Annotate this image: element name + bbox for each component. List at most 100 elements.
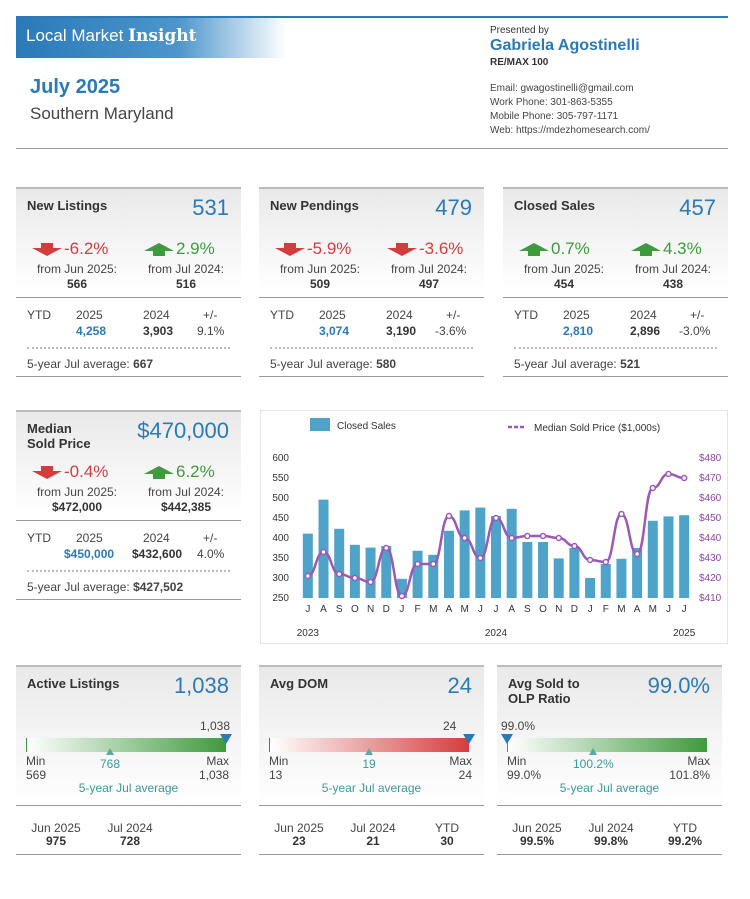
arrow-up-icon — [519, 243, 549, 257]
median-price-point — [492, 514, 500, 522]
footer-value: 21 — [366, 834, 380, 848]
stat-card-title-line2: Sold Price — [27, 436, 91, 451]
gauge-max-label: Max — [449, 754, 472, 768]
report-region: Southern Maryland — [30, 104, 174, 123]
gauge-current-marker — [501, 734, 513, 744]
x-tick-label: J — [305, 604, 310, 615]
change-from-prev-month: -6.2% — [32, 239, 108, 259]
stat-card-bottom-line — [16, 599, 241, 600]
y-right-tick: $460 — [699, 493, 722, 504]
gauge-card-head: Avg DOM 24 24 19 Min 13 Max 24 5-year Jul averag… — [259, 665, 484, 805]
ytd-value-previous: 3,903 — [143, 324, 174, 338]
x-tick-label: J — [494, 604, 499, 615]
gauge-max-value: 24 — [458, 768, 472, 782]
x-tick-label: J — [666, 604, 671, 615]
five-year-average-label: 5-year Jul average: — [27, 357, 134, 371]
stat-card: Median Sold Price $470,000 -0.4% 6.2% from Ju… — [16, 410, 241, 600]
gauge-max-value: 1,038 — [198, 768, 229, 782]
x-tick-label: A — [634, 604, 641, 615]
closed-sales-bar — [569, 548, 580, 598]
legend-bar-label: Closed Sales — [337, 421, 396, 432]
closed-sales-bar — [428, 554, 439, 598]
legend-bar-swatch — [310, 418, 330, 431]
gauge-average-caption: 5-year Jul average — [78, 781, 179, 795]
median-price-point — [665, 470, 672, 478]
gauge-max-label: Max — [687, 754, 710, 768]
y-left-tick: 350 — [272, 553, 289, 564]
x-tick-label: A — [508, 604, 515, 615]
stat-card-head: New Pendings 479 -5.9% -3.6% from Jun 2025: f… — [259, 187, 484, 292]
from-prev-month-label: from Jun 2025: — [36, 485, 118, 499]
five-year-average-value: 521 — [620, 357, 641, 371]
stat-card-value: 531 — [192, 195, 229, 220]
y-left-tick: 550 — [272, 473, 289, 484]
stat-card-head: Median Sold Price $470,000 -0.4% 6.2% from Ju… — [16, 410, 241, 515]
agent-work-phone: Work Phone: 301-863-5355 — [490, 97, 613, 108]
change-from-prev-year-value: 6.2% — [176, 462, 215, 481]
median-price-point — [367, 578, 374, 586]
gauge-min-value: 99.0% — [507, 768, 542, 782]
y-right-tick: $420 — [699, 573, 722, 584]
x-tick-label: S — [336, 604, 343, 615]
footer-label: Jun 2025 — [274, 821, 324, 835]
gauge-average-caption: 5-year Jul average — [321, 781, 422, 795]
from-prev-year-value: 516 — [175, 277, 197, 291]
five-year-average: 5-year Jul average: 667 — [27, 357, 153, 371]
from-prev-month-label: from Jun 2025: — [36, 262, 118, 276]
ytd-change-label: +/- — [690, 308, 705, 322]
agent-name: Gabriela Agostinelli — [490, 37, 640, 54]
closed-sales-bar — [412, 550, 423, 598]
closed-sales-bar — [647, 520, 658, 598]
gauge-divider — [497, 805, 722, 806]
median-price-point — [351, 574, 359, 582]
ytd-value-previous: $432,600 — [132, 547, 183, 561]
footer-value: 99.5% — [519, 834, 555, 848]
footer-label: YTD — [673, 821, 697, 835]
stat-card-dotted-divider — [270, 347, 473, 349]
change-from-prev-month-value: -6.2% — [64, 239, 109, 258]
footer-value: 728 — [119, 834, 141, 848]
from-prev-year-label: from Jul 2024: — [634, 262, 712, 276]
closed-sales-bar — [506, 508, 517, 598]
gauge-average-marker — [106, 748, 114, 755]
stat-card-bottom-line — [259, 376, 484, 377]
median-price-point — [539, 532, 547, 540]
ytd-year-current: 2025 — [319, 308, 346, 322]
ytd-change-label: +/- — [203, 531, 218, 545]
change-from-prev-year-value: -3.6% — [419, 239, 464, 258]
ytd-year-previous: 2024 — [386, 308, 413, 322]
arrow-down-icon — [387, 243, 417, 257]
ytd-value-current: 3,074 — [319, 324, 350, 338]
gauge-bottom-line — [497, 854, 722, 855]
report-month: July 2025 — [30, 76, 121, 98]
ytd-value-previous: 2,896 — [630, 324, 661, 338]
median-price-point — [571, 542, 578, 550]
agent-office: RE/MAX 100 — [490, 57, 549, 68]
change-from-prev-year: 2.9% — [144, 239, 215, 259]
x-tick-label: J — [478, 604, 483, 615]
gauge-average-marker — [365, 748, 373, 755]
closed-sales-bar — [553, 558, 564, 598]
median-price-point — [414, 560, 421, 568]
arrow-up-icon — [144, 243, 174, 257]
from-prev-year-label: from Jul 2024: — [147, 485, 225, 499]
stat-card-bottom-line — [16, 376, 241, 377]
gauge-card: Avg Sold to OLP Ratio 99.0% 99.0% 100.2% Min 9… — [497, 665, 722, 860]
five-year-average-label: 5-year Jul average: — [270, 357, 377, 371]
ytd-value-current: 2,810 — [563, 324, 594, 338]
closed-sales-bar — [632, 548, 643, 598]
gauge-title-line1: Avg Sold to — [508, 676, 580, 691]
gauge-card-title: Active Listings — [27, 676, 120, 691]
ytd-value-current: $450,000 — [64, 547, 115, 561]
gauge-card-title: Avg DOM — [270, 676, 329, 691]
footer-value: 30 — [440, 834, 454, 848]
y-right-tick: $470 — [699, 473, 722, 484]
arrow-down-icon — [32, 466, 62, 480]
x-tick-label: M — [429, 604, 437, 615]
gauge-card-head: Active Listings 1,038 1,038 768 Min 569 Max 1,0… — [16, 665, 241, 805]
arrow-down-icon — [275, 243, 305, 257]
closed-sales-bar — [538, 542, 549, 598]
from-prev-month-label: from Jun 2025: — [279, 262, 361, 276]
from-prev-year-value: 497 — [418, 277, 440, 291]
footer-value: 99.2% — [667, 834, 703, 848]
